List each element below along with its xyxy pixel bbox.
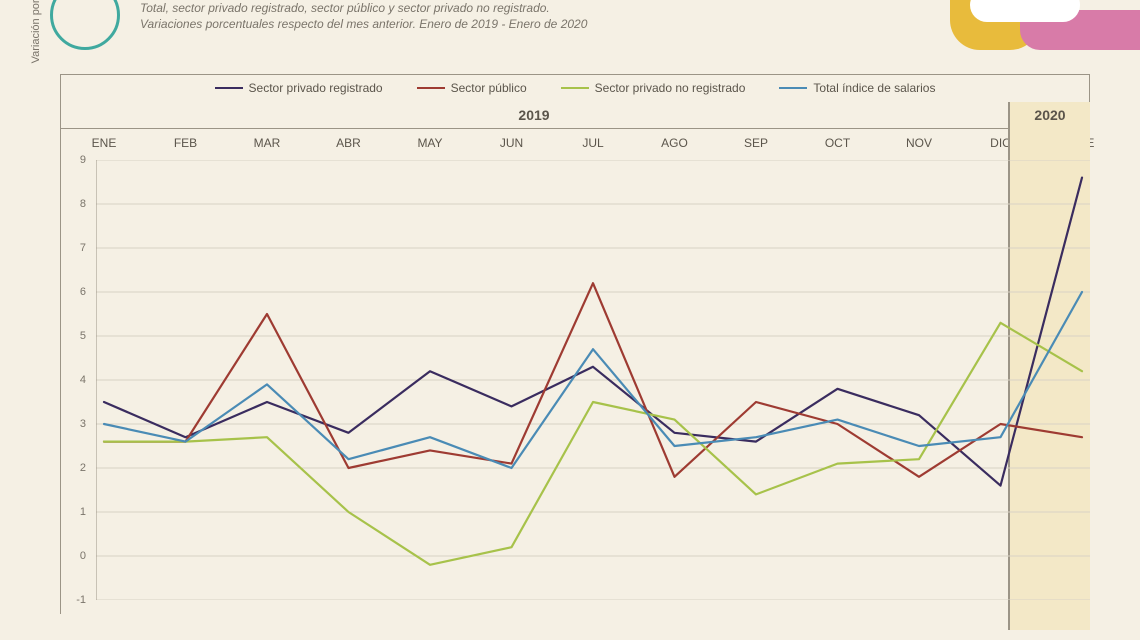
month-label: AGO bbox=[661, 136, 688, 150]
month-label: JUL bbox=[582, 136, 603, 150]
legend-label: Sector privado no registrado bbox=[595, 81, 746, 95]
y-axis-ticks: -10123456789 bbox=[60, 160, 90, 600]
header-description: Total, sector privado registrado, sector… bbox=[140, 0, 780, 32]
legend-item: Sector público bbox=[417, 81, 527, 95]
y-tick-label: 2 bbox=[80, 462, 86, 474]
y-tick-label: 8 bbox=[80, 198, 86, 210]
month-label: NOV bbox=[906, 136, 932, 150]
y-tick-label: 7 bbox=[80, 242, 86, 254]
legend-label: Sector público bbox=[451, 81, 527, 95]
legend-swatch bbox=[417, 87, 445, 89]
chart-svg bbox=[96, 160, 1090, 600]
year-2020-label: 2020 bbox=[1010, 102, 1090, 128]
badge-icon bbox=[50, 0, 120, 50]
month-label: MAR bbox=[254, 136, 281, 150]
y-tick-label: -1 bbox=[76, 594, 86, 606]
year-underline bbox=[60, 128, 1090, 129]
y-tick-label: 9 bbox=[80, 154, 86, 166]
month-label: JUN bbox=[500, 136, 523, 150]
year-header: 2019 2020 bbox=[60, 102, 1090, 128]
plot-area bbox=[96, 160, 1090, 600]
header-line2: Variaciones porcentuales respecto del me… bbox=[140, 16, 780, 32]
header-line1: Total, sector privado registrado, sector… bbox=[140, 0, 780, 16]
y-tick-label: 1 bbox=[80, 506, 86, 518]
legend-item: Sector privado registrado bbox=[215, 81, 383, 95]
decor-shape-white bbox=[970, 0, 1080, 22]
series-line bbox=[104, 178, 1082, 486]
legend-swatch bbox=[561, 87, 589, 89]
y-tick-label: 0 bbox=[80, 550, 86, 562]
y-axis-label: Variación porcentual respecto del mes an… bbox=[30, 0, 50, 160]
legend-label: Total índice de salarios bbox=[813, 81, 935, 95]
month-label: OCT bbox=[825, 136, 850, 150]
legend-swatch bbox=[215, 87, 243, 89]
legend-label: Sector privado registrado bbox=[249, 81, 383, 95]
year-2019-label: 2019 bbox=[60, 102, 1008, 128]
y-tick-label: 6 bbox=[80, 286, 86, 298]
month-label: ENE bbox=[92, 136, 117, 150]
legend-item: Total índice de salarios bbox=[779, 81, 935, 95]
y-tick-label: 5 bbox=[80, 330, 86, 342]
month-label: FEB bbox=[174, 136, 197, 150]
month-label: MAY bbox=[417, 136, 442, 150]
month-label: SEP bbox=[744, 136, 768, 150]
legend-swatch bbox=[779, 87, 807, 89]
y-tick-label: 4 bbox=[80, 374, 86, 386]
legend-item: Sector privado no registrado bbox=[561, 81, 746, 95]
month-labels: ENEFEBMARABRMAYJUNJULAGOSEPOCTNOVDICENE bbox=[60, 130, 1090, 160]
y-tick-label: 3 bbox=[80, 418, 86, 430]
month-label: ABR bbox=[336, 136, 361, 150]
header-strip: Total, sector privado registrado, sector… bbox=[0, 0, 1140, 56]
legend: Sector privado registrado Sector público… bbox=[60, 74, 1090, 102]
